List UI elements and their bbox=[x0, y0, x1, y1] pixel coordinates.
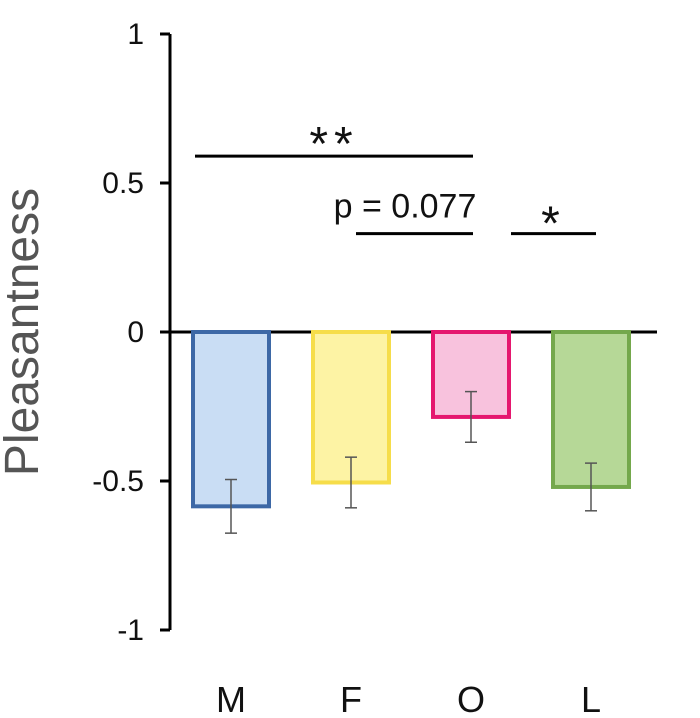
significance-annotations: ** p = 0.077 * bbox=[195, 118, 596, 251]
x-category-label: F bbox=[340, 679, 362, 718]
x-category-label: M bbox=[216, 679, 246, 718]
x-category-label: O bbox=[457, 679, 485, 718]
x-category-label: L bbox=[581, 679, 601, 718]
y-tick-label: 0 bbox=[127, 316, 144, 349]
annotation-1: p = 0.077 bbox=[334, 188, 477, 236]
axes: 1 0.5 0 -0.5 -1 M F O L bbox=[92, 18, 657, 718]
error-bar-o bbox=[465, 390, 477, 444]
y-tick-label: 0.5 bbox=[102, 167, 144, 200]
annotation-2: * bbox=[511, 198, 596, 251]
bar-m bbox=[191, 330, 271, 509]
significance-label: ** bbox=[309, 118, 358, 171]
y-tick-label: -1 bbox=[117, 614, 144, 647]
bars bbox=[191, 330, 631, 509]
y-tick-label: 1 bbox=[127, 18, 144, 51]
annotation-0: ** bbox=[195, 118, 473, 171]
p-value-label: p = 0.077 bbox=[334, 188, 477, 226]
error-bar-l bbox=[585, 462, 597, 512]
y-axis-title: Pleasantness bbox=[0, 188, 49, 476]
error-bar-m bbox=[225, 478, 237, 534]
error-bar-f bbox=[345, 456, 357, 509]
significance-label: * bbox=[541, 198, 566, 251]
y-tick-label: -0.5 bbox=[92, 465, 144, 498]
error-bars bbox=[225, 390, 597, 534]
